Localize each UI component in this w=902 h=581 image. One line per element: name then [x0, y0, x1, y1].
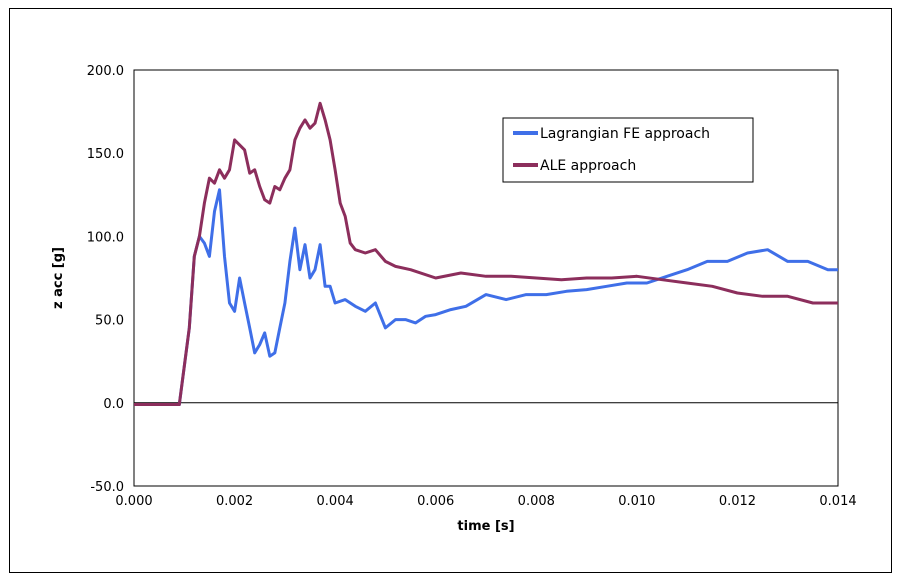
legend-box	[502, 117, 754, 183]
line-chart: 0.000 0.002 0.004 0.006 0.008 0.010 0.012 0.014…	[51, 64, 857, 534]
y-tick-label: 200.0	[87, 64, 124, 79]
y-tick-label: -50.0	[90, 480, 124, 495]
series-line-lagrangian	[134, 188, 838, 406]
x-tick-label: 0.012	[719, 494, 756, 509]
x-tick-label: 0.008	[518, 494, 555, 509]
x-tick-label: 0.000	[115, 494, 152, 509]
legend: Lagrangian FE approach ALE approach	[502, 117, 754, 183]
x-axis-title: time [s]	[457, 519, 514, 534]
series-line-ale	[134, 101, 838, 406]
chart-frame: 0.000 0.002 0.004 0.006 0.008 0.010 0.012 0.014…	[9, 8, 892, 573]
y-tick-label: 150.0	[87, 147, 124, 162]
y-tick-label: 0.0	[103, 397, 124, 412]
x-tick-label: 0.010	[618, 494, 655, 509]
y-tick-label: 100.0	[87, 230, 124, 245]
x-tick-label: 0.002	[216, 494, 253, 509]
tick-labels: 0.000 0.002 0.004 0.006 0.008 0.010 0.012 0.014…	[87, 64, 857, 509]
x-tick-label: 0.006	[417, 494, 454, 509]
x-tick-label: 0.014	[819, 494, 856, 509]
y-axis-title: z acc [g]	[51, 247, 66, 309]
series-group	[134, 101, 838, 406]
legend-label-ale: ALE approach	[540, 158, 636, 174]
legend-label-lagrangian: Lagrangian FE approach	[540, 126, 710, 142]
x-tick-label: 0.004	[317, 494, 354, 509]
y-tick-label: 50.0	[95, 314, 124, 329]
